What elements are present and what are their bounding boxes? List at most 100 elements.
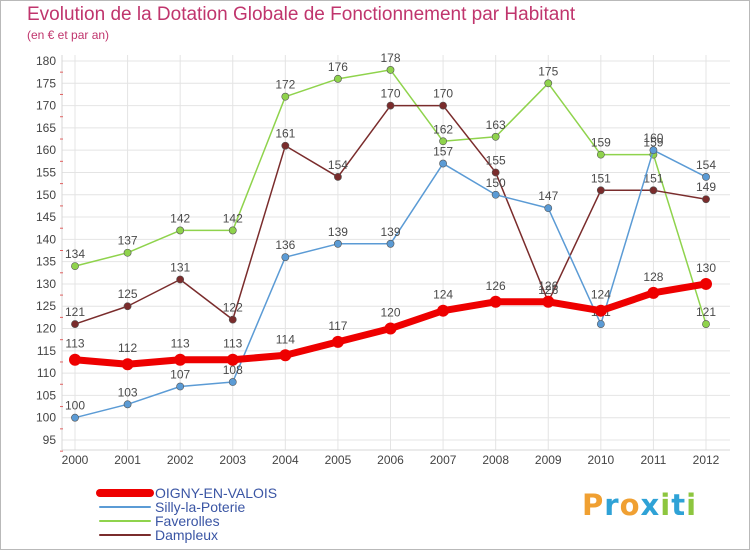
y-tick-label: 120 — [36, 322, 56, 336]
data-label: 113 — [65, 337, 84, 351]
data-label: 121 — [65, 305, 85, 319]
data-label: 155 — [486, 153, 506, 167]
series-point — [386, 101, 395, 110]
series-point — [123, 400, 132, 409]
series-point — [491, 190, 500, 199]
legend-label: Dampleux — [155, 527, 218, 543]
series-point — [702, 173, 710, 181]
series-point — [69, 353, 81, 366]
legend-label: OIGNY-EN-VALOIS — [155, 485, 277, 501]
y-tick-label: 175 — [36, 76, 56, 90]
series-point — [702, 195, 710, 204]
series-point — [649, 186, 658, 195]
series-point — [334, 239, 342, 248]
series-point — [176, 226, 185, 235]
y-tick-label: 110 — [37, 366, 56, 380]
data-label: 122 — [223, 301, 243, 315]
data-label: 159 — [591, 136, 611, 150]
series-point — [491, 168, 500, 177]
series-point — [281, 141, 290, 150]
data-label: 126 — [538, 283, 558, 297]
data-label: 124 — [433, 288, 453, 302]
series-point — [384, 322, 397, 335]
data-label: 175 — [538, 64, 558, 78]
data-label: 150 — [486, 176, 506, 190]
x-tick-label: 2006 — [377, 453, 404, 467]
data-label: 162 — [433, 122, 453, 136]
y-tick-label: 155 — [36, 165, 56, 179]
series-point — [386, 239, 395, 248]
logo-letter: i — [660, 488, 672, 522]
series-point — [176, 382, 185, 391]
series-point — [71, 413, 79, 422]
data-label: 172 — [275, 78, 295, 92]
data-label: 117 — [328, 319, 347, 333]
data-label: 114 — [276, 332, 295, 346]
data-label: 108 — [223, 363, 243, 377]
data-label: 113 — [223, 337, 242, 351]
logo-letter: t — [671, 488, 687, 522]
x-tick-label: 2002 — [167, 453, 194, 467]
y-tick-label: 115 — [37, 344, 56, 358]
data-label: 137 — [118, 234, 138, 248]
data-label: 161 — [275, 127, 295, 141]
data-label: 103 — [118, 385, 138, 399]
series-point — [491, 132, 500, 141]
series-point — [228, 378, 237, 386]
logo-letter: o — [619, 488, 641, 522]
logo-letter: i — [686, 488, 698, 522]
series-point — [542, 295, 555, 308]
data-label: 125 — [118, 287, 138, 301]
data-label: 121 — [696, 305, 716, 319]
data-label: 170 — [380, 87, 400, 101]
data-label: 178 — [380, 51, 400, 65]
data-label: 157 — [433, 145, 453, 159]
series-point — [226, 353, 239, 366]
series-point — [121, 358, 134, 371]
data-label: 149 — [696, 180, 716, 194]
series-point — [334, 173, 342, 181]
data-label: 126 — [538, 279, 558, 293]
series-point — [123, 248, 132, 257]
proxiti-logo: Proxiti — [582, 488, 697, 522]
y-tick-label: 180 — [36, 54, 56, 68]
data-label: 160 — [643, 131, 663, 145]
data-label: 139 — [328, 225, 348, 239]
series-point — [123, 302, 132, 311]
data-label: 154 — [696, 158, 716, 172]
y-tick-label: 150 — [36, 188, 56, 202]
series-point — [647, 286, 660, 299]
data-label: 151 — [643, 171, 663, 185]
x-tick-label: 2007 — [430, 453, 457, 467]
data-label: 170 — [433, 87, 453, 101]
data-label: 100 — [65, 399, 85, 413]
series-point — [281, 253, 290, 262]
x-tick-label: 2009 — [535, 453, 562, 467]
series-point — [334, 74, 342, 83]
data-label: 112 — [118, 341, 137, 355]
data-label: 136 — [275, 238, 295, 252]
x-tick-label: 2010 — [587, 453, 614, 467]
x-tick-label: 2005 — [325, 453, 352, 467]
legend-label: Silly-la-Poterie — [155, 499, 245, 515]
series-point — [228, 315, 237, 324]
data-label: 131 — [170, 260, 190, 274]
data-label: 147 — [538, 189, 558, 203]
data-label: 124 — [591, 288, 611, 302]
series-point — [439, 137, 447, 146]
data-label: 159 — [643, 136, 663, 150]
y-tick-label: 95 — [43, 433, 57, 447]
data-label: 130 — [696, 261, 716, 275]
data-label: 134 — [65, 247, 85, 261]
series-point — [596, 186, 605, 195]
logo-letter: x — [640, 488, 661, 522]
series-point — [596, 320, 605, 328]
plot-area — [62, 55, 730, 450]
series-point — [386, 66, 395, 74]
data-label: 176 — [328, 60, 348, 74]
data-label: 151 — [591, 171, 611, 185]
y-tick-label: 105 — [36, 388, 56, 402]
series-point — [281, 92, 290, 101]
series-point — [228, 226, 237, 235]
